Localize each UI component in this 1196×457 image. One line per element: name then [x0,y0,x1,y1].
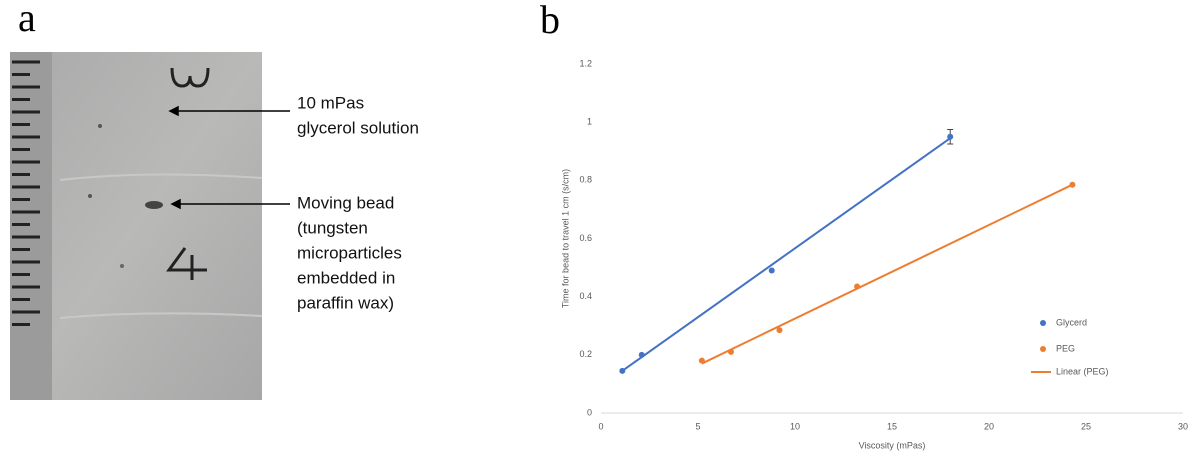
legend-label: Glycerd [1056,317,1087,327]
x-axis-label: Viscosity (mPas) [859,440,926,450]
point [768,267,775,274]
legend-marker [1040,346,1046,352]
point [1069,181,1076,188]
annotation: (tungsten [297,218,368,237]
point [854,283,861,290]
annotation: 10 mPas [297,93,364,112]
legend-label: Linear (PEG) [1056,366,1109,376]
trendline [621,137,951,372]
legend-label: PEG [1056,343,1075,353]
point [619,367,626,374]
x-tick-label: 0 [598,421,603,431]
chart: 0 0.2 0.4 0.6 0.8 1 1.2 0 5 10 15 20 25 30 Viscosity (… [560,58,1188,450]
y-tick-label: 1.2 [579,58,592,68]
trendline [701,183,1073,365]
point [727,348,734,355]
y-tick-label: 0.2 [579,349,592,359]
x-tick-label: 30 [1178,421,1188,431]
point [776,327,783,334]
x-tick-label: 25 [1081,421,1091,431]
y-tick-label: 0.4 [579,291,592,301]
annotations: 10 mPas glycerol solution Moving bead (tung… [297,93,419,312]
x-tick-label: 5 [695,421,700,431]
annotation: paraffin wax) [297,293,394,312]
y-tick-label: 0.6 [579,233,592,243]
annotation: microparticles [297,243,402,262]
annotation: embedded in [297,268,395,287]
y-axis-label: Time for bead to travel 1 cm (s/cm) [560,169,570,308]
y-tick-label: 1 [587,117,592,127]
y-tick-label: 0.8 [579,175,592,185]
point [947,133,954,140]
x-tick-label: 20 [984,421,994,431]
legend-marker [1040,320,1046,326]
panel-label: b [540,0,560,42]
annotation: Moving bead [297,193,394,212]
y-tick-label: 0 [587,407,592,417]
arrows [168,105,290,210]
panel-label: a [18,0,36,40]
x-tick-label: 10 [790,421,800,431]
x-tick-label: 15 [887,421,897,431]
annotation: glycerol solution [297,118,419,137]
photo [10,52,263,400]
point [638,351,645,358]
point [698,357,705,364]
